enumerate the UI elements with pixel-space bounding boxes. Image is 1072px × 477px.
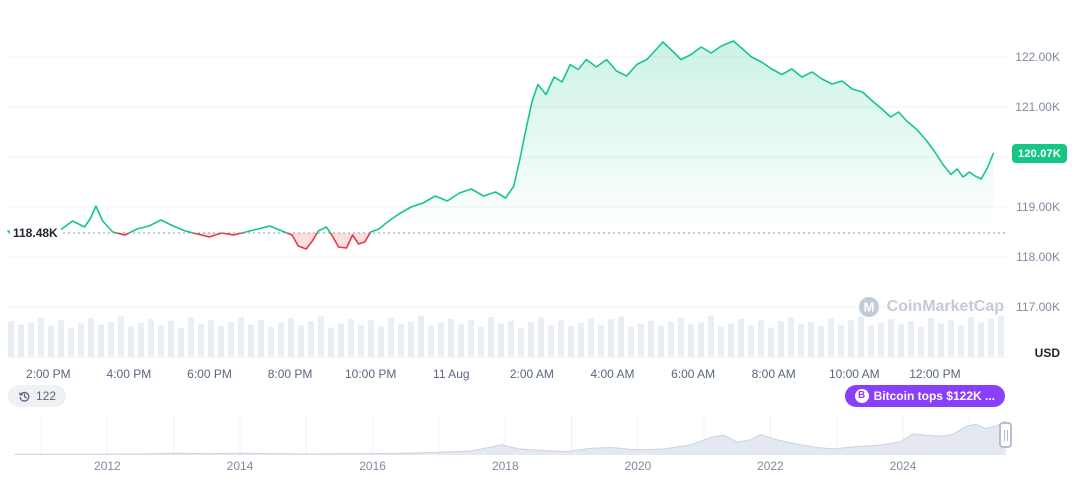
bitcoin-icon: B [854, 389, 869, 403]
x-axis-label: 10:00 AM [828, 367, 880, 381]
coinmarketcap-watermark: M CoinMarketCap [858, 296, 1004, 318]
navigator-year-label: 2022 [757, 459, 784, 473]
navigator-year-label: 2016 [359, 459, 386, 473]
watermark-text: CoinMarketCap [886, 298, 1004, 315]
x-axis-label: 6:00 PM [187, 367, 232, 381]
navigator-area-chart [14, 414, 1007, 456]
x-axis-label: 8:00 PM [267, 367, 313, 381]
annotations-count: 122 [36, 389, 57, 403]
date-range-navigator[interactable] [0, 414, 1072, 456]
history-icon [19, 391, 30, 402]
x-axis: 2:00 PM 4:00 PM 6:00 PM 8:00 PM 10:00 PM… [0, 367, 1072, 383]
x-axis-label: 4:00 PM [106, 367, 152, 381]
price-area-fill [8, 41, 994, 249]
x-axis-label: 6:00 AM [671, 367, 716, 381]
navigator-year-label: 2018 [491, 459, 519, 473]
coinmarketcap-logo-icon: M [858, 297, 879, 317]
navigator-resize-handle[interactable] [999, 422, 1012, 448]
x-axis-label: 8:00 AM [751, 367, 796, 381]
x-axis-label: 4:00 AM [590, 367, 635, 381]
navigator-year-label: 2020 [624, 459, 652, 473]
baseline-price-label: 118.48K [10, 225, 61, 241]
x-axis-label: 2:00 AM [509, 367, 554, 381]
current-price-badge: 120.07K [1012, 144, 1067, 163]
navigator-year-label: 2024 [889, 459, 917, 473]
news-annotation-label: Bitcoin tops $122K ... [873, 389, 995, 403]
navigator-year-axis: 2012 2014 2016 2018 2020 2022 2024 [0, 459, 1072, 473]
volume-bars [8, 315, 1004, 357]
x-axis-label: 11 Aug [433, 367, 470, 381]
navigator-year-label: 2014 [226, 459, 254, 473]
news-annotation-badge[interactable]: B Bitcoin tops $122K ... [844, 385, 1005, 407]
navigator-year-label: 2012 [94, 459, 121, 473]
price-chart[interactable] [0, 0, 1072, 360]
x-axis-label: 12:00 PM [909, 367, 961, 381]
annotations-count-badge[interactable]: 122 [8, 385, 67, 407]
gridlines [8, 56, 1008, 358]
price-line-series [7, 40, 995, 250]
x-axis-label: 2:00 PM [25, 367, 71, 381]
svg-text:M: M [863, 300, 874, 315]
x-axis-label: 10:00 PM [345, 367, 397, 381]
